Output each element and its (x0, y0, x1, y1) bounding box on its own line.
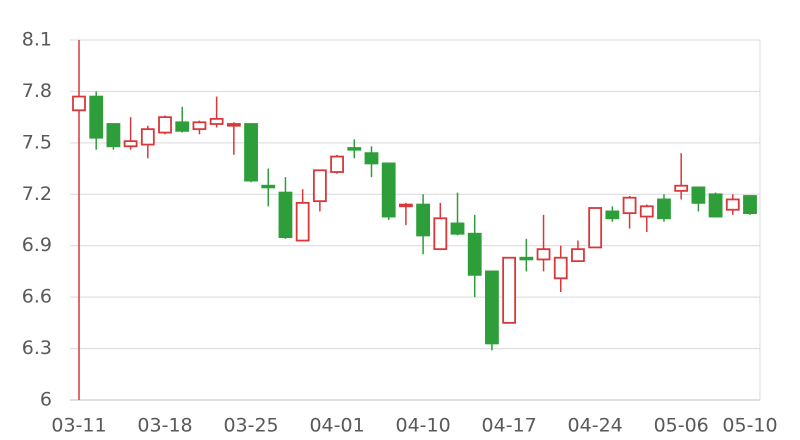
candle-body (485, 270, 499, 345)
candle-body (605, 210, 620, 220)
x-tick-label: 04-17 (482, 415, 537, 437)
candle-body (330, 155, 344, 173)
x-tick-label: 05-06 (654, 415, 709, 437)
candle-body (588, 207, 603, 249)
candle-body (743, 195, 757, 215)
x-tick-label: 03-25 (223, 415, 278, 437)
candle-body (364, 152, 379, 165)
candle-body (502, 256, 517, 324)
y-tick-label: 7.8 (22, 80, 52, 102)
candle-body (725, 198, 740, 211)
y-tick-label: 7.5 (22, 131, 52, 153)
candle-body (209, 117, 224, 125)
y-tick-label: 6.3 (22, 337, 52, 359)
y-tick-label: 7.2 (22, 183, 52, 205)
candle-body (416, 203, 431, 237)
candle-body (691, 186, 706, 204)
candle-body (226, 123, 241, 127)
x-tick-label: 04-01 (309, 415, 364, 437)
y-tick-label: 6.9 (22, 234, 52, 256)
candle-body (519, 256, 534, 261)
candle-body (398, 203, 413, 208)
candle-body (553, 256, 568, 280)
candle-body (312, 169, 327, 203)
candle-body (674, 184, 689, 192)
candle-body (295, 201, 310, 242)
candle-body (622, 196, 637, 215)
y-tick-label: 6.6 (22, 286, 52, 308)
candle-body (72, 95, 86, 112)
x-tick-label: 05-10 (722, 415, 777, 437)
y-tick-label: 8.1 (22, 29, 52, 51)
candle-body (140, 128, 155, 146)
candle-body (89, 95, 104, 139)
y-tick-label: 6 (40, 389, 52, 411)
candle-body (347, 147, 362, 151)
candle-body (708, 193, 723, 218)
candle-body (106, 123, 121, 148)
candle-body (467, 232, 482, 276)
candle-body (536, 248, 551, 261)
x-tick-label: 03-18 (137, 415, 192, 437)
candle-body (158, 116, 172, 134)
candle-body (175, 121, 190, 132)
candle-body (278, 191, 293, 239)
x-tick-label: 04-10 (395, 415, 450, 437)
candle-body (433, 217, 448, 251)
x-tick-label: 04-24 (568, 415, 623, 437)
candle-body (123, 140, 138, 148)
candle-body (639, 205, 654, 218)
candle-body (381, 162, 396, 218)
candle-body (244, 123, 258, 182)
candle-body (450, 222, 465, 235)
candle-body (657, 198, 671, 220)
candle-body (571, 248, 585, 263)
candle-body (261, 184, 276, 189)
candle-body (192, 121, 207, 131)
x-tick-label: 03-11 (51, 415, 106, 437)
